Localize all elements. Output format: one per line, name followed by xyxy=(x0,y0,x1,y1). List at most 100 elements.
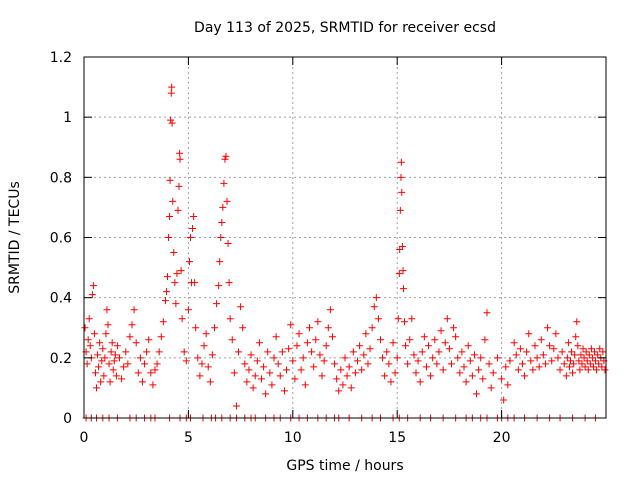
data-point xyxy=(320,357,328,365)
data-point xyxy=(173,270,181,278)
data-point xyxy=(241,360,249,368)
data-point xyxy=(397,158,405,166)
data-point xyxy=(568,348,576,356)
data-point xyxy=(575,357,583,365)
data-point xyxy=(412,369,420,377)
data-point xyxy=(178,315,186,323)
data-point xyxy=(291,375,299,383)
data-point xyxy=(218,218,226,226)
data-point xyxy=(165,234,173,241)
data-point xyxy=(167,116,175,124)
data-point xyxy=(110,357,118,365)
data-point xyxy=(399,285,407,293)
data-point xyxy=(410,351,418,359)
data-point xyxy=(101,354,109,362)
data-point xyxy=(535,363,543,371)
data-point xyxy=(266,369,274,377)
data-point xyxy=(570,360,578,368)
data-point xyxy=(177,267,185,275)
data-point xyxy=(398,188,406,196)
data-point xyxy=(576,366,584,374)
x-tick-label: 15 xyxy=(388,430,406,446)
data-point xyxy=(468,372,476,380)
data-point xyxy=(502,363,510,371)
data-point xyxy=(102,330,110,338)
data-point xyxy=(333,375,341,383)
data-point xyxy=(264,348,272,356)
data-point xyxy=(477,354,485,362)
data-point xyxy=(149,381,157,389)
data-point xyxy=(337,366,345,374)
data-point xyxy=(247,351,255,359)
data-point xyxy=(429,354,437,362)
data-point xyxy=(473,390,481,398)
data-point xyxy=(395,270,403,278)
data-point xyxy=(217,234,225,241)
data-point xyxy=(270,354,278,362)
data-point xyxy=(109,366,117,374)
data-point xyxy=(228,336,236,344)
data-point xyxy=(115,354,123,362)
data-point xyxy=(176,149,184,157)
y-axis-label: SRMTID / TECUs xyxy=(7,181,23,294)
data-point xyxy=(529,366,537,374)
data-point xyxy=(186,234,194,241)
data-point xyxy=(527,357,535,365)
data-point xyxy=(354,357,362,365)
data-point xyxy=(586,360,594,368)
data-point xyxy=(237,303,245,311)
data-point xyxy=(578,360,586,368)
data-point xyxy=(441,339,449,347)
y-tick-label: 1 xyxy=(63,110,72,126)
data-point xyxy=(161,297,169,305)
data-point xyxy=(170,249,178,257)
data-point xyxy=(372,294,380,302)
data-point xyxy=(420,333,428,341)
data-point xyxy=(381,372,389,380)
data-point xyxy=(96,339,104,347)
data-point xyxy=(120,363,128,371)
data-point xyxy=(587,345,595,353)
data-point xyxy=(362,330,370,338)
data-point xyxy=(489,369,497,377)
data-point xyxy=(376,336,384,344)
data-point xyxy=(274,360,282,368)
data-point xyxy=(88,291,96,299)
data-point xyxy=(90,330,98,338)
data-point xyxy=(481,336,489,344)
data-point xyxy=(506,357,514,365)
data-point xyxy=(567,357,575,365)
data-points xyxy=(81,83,609,422)
data-point xyxy=(208,351,216,359)
data-point xyxy=(91,369,99,377)
data-point xyxy=(523,348,531,356)
data-point xyxy=(295,330,303,338)
data-point xyxy=(518,360,526,368)
data-point xyxy=(485,360,493,368)
data-point xyxy=(510,339,518,347)
data-point xyxy=(379,354,387,362)
data-point xyxy=(185,258,193,266)
data-point xyxy=(585,351,593,359)
data-point xyxy=(374,315,382,323)
data-point xyxy=(138,378,146,386)
data-point xyxy=(118,375,126,383)
data-point xyxy=(322,342,330,350)
data-point xyxy=(521,372,529,380)
data-point xyxy=(389,339,397,347)
data-point xyxy=(556,366,564,374)
y-tick-label: 0.6 xyxy=(50,231,72,247)
data-point xyxy=(475,366,483,374)
data-point xyxy=(164,273,172,281)
data-point xyxy=(255,339,263,347)
data-point xyxy=(479,375,487,383)
data-point xyxy=(245,366,253,374)
data-point xyxy=(285,345,293,353)
data-point xyxy=(525,330,533,338)
data-point xyxy=(141,360,149,368)
data-point xyxy=(366,345,374,353)
data-point xyxy=(562,372,570,380)
data-point xyxy=(213,300,221,308)
data-point xyxy=(171,279,179,287)
